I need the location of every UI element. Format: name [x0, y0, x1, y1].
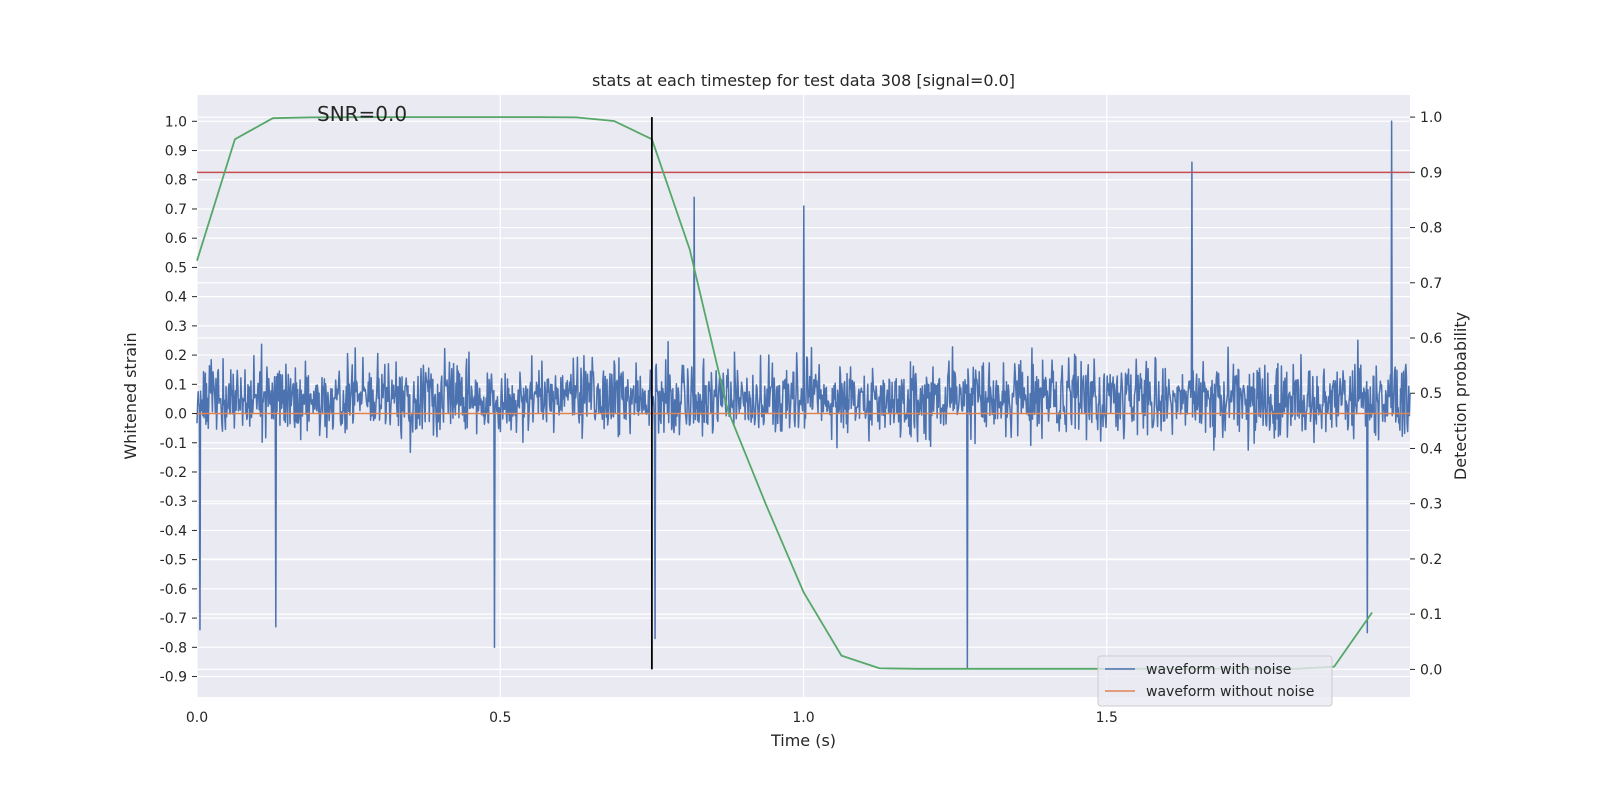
y-tick-label: 0.9: [165, 144, 187, 160]
y2-tick-label: 0.3: [1420, 497, 1442, 513]
y2-tick-label: 0.1: [1420, 607, 1442, 623]
x-tick-label: 1.0: [792, 710, 814, 726]
y-tick-label: -0.9: [160, 670, 187, 686]
y2-tick-label: 0.2: [1420, 552, 1442, 568]
y-tick-label: 0.1: [165, 377, 187, 393]
y2-tick-label: 0.4: [1420, 441, 1442, 457]
y-axis-label: Whitened strain: [121, 332, 140, 459]
legend-box: [1097, 655, 1333, 707]
x-axis-label: Time (s): [770, 731, 836, 750]
y-tick-label: 0.8: [165, 173, 187, 189]
y2-tick-label: 0.9: [1420, 165, 1442, 181]
y2-tick-label: 0.0: [1420, 662, 1442, 678]
y2-tick-label: 0.8: [1420, 221, 1442, 237]
y-tick-label: -0.3: [160, 494, 187, 510]
y-tick-label: 0.6: [165, 231, 187, 247]
series-layer: [196, 116, 1411, 670]
legend-entry-waveform-with-noise: waveform with noise: [1146, 662, 1291, 678]
y-tick-label: -0.6: [160, 582, 187, 598]
y-tick-label: 0.0: [165, 407, 187, 423]
y-tick-label: -0.8: [160, 640, 187, 656]
y-tick-label: -0.1: [160, 436, 187, 452]
y-tick-label: -0.4: [160, 523, 187, 539]
legend: waveform with noise waveform without noi…: [1097, 655, 1333, 707]
series-waveform-with-noise: [196, 120, 1411, 669]
x-tick-label: 0.5: [489, 710, 511, 726]
y-tick-label: -0.2: [160, 465, 187, 481]
y2-axis-label: Detection probability: [1451, 312, 1470, 480]
y-tick-label: -0.5: [160, 553, 187, 569]
y-tick-label: -0.7: [160, 611, 187, 627]
y-tick-label: 0.7: [165, 202, 187, 218]
x-tick-label: 0.0: [186, 710, 208, 726]
y-tick-label: 1.0: [165, 114, 187, 130]
snr-annotation: SNR=0.0: [317, 102, 407, 126]
y2-tick-label: 0.6: [1420, 331, 1442, 347]
ticks: 0.0 0.5 1.0 1.5 1.0 0.9 0.8 0.7 0.6 0.5 0.4 0.3 0.2 0…: [160, 110, 1443, 726]
chart-title: stats at each timestep for test data 308…: [592, 71, 1015, 90]
y2-tick-label: 0.5: [1420, 386, 1442, 402]
y-tick-label: 0.3: [165, 319, 187, 335]
y2-tick-label: 1.0: [1420, 110, 1442, 126]
y-tick-label: 0.2: [165, 348, 187, 364]
x-tick-label: 1.5: [1096, 710, 1118, 726]
y2-tick-label: 0.7: [1420, 276, 1442, 292]
y-tick-label: 0.5: [165, 260, 187, 276]
y-tick-label: 0.4: [165, 290, 187, 306]
legend-entry-waveform-without-noise: waveform without noise: [1146, 684, 1314, 700]
